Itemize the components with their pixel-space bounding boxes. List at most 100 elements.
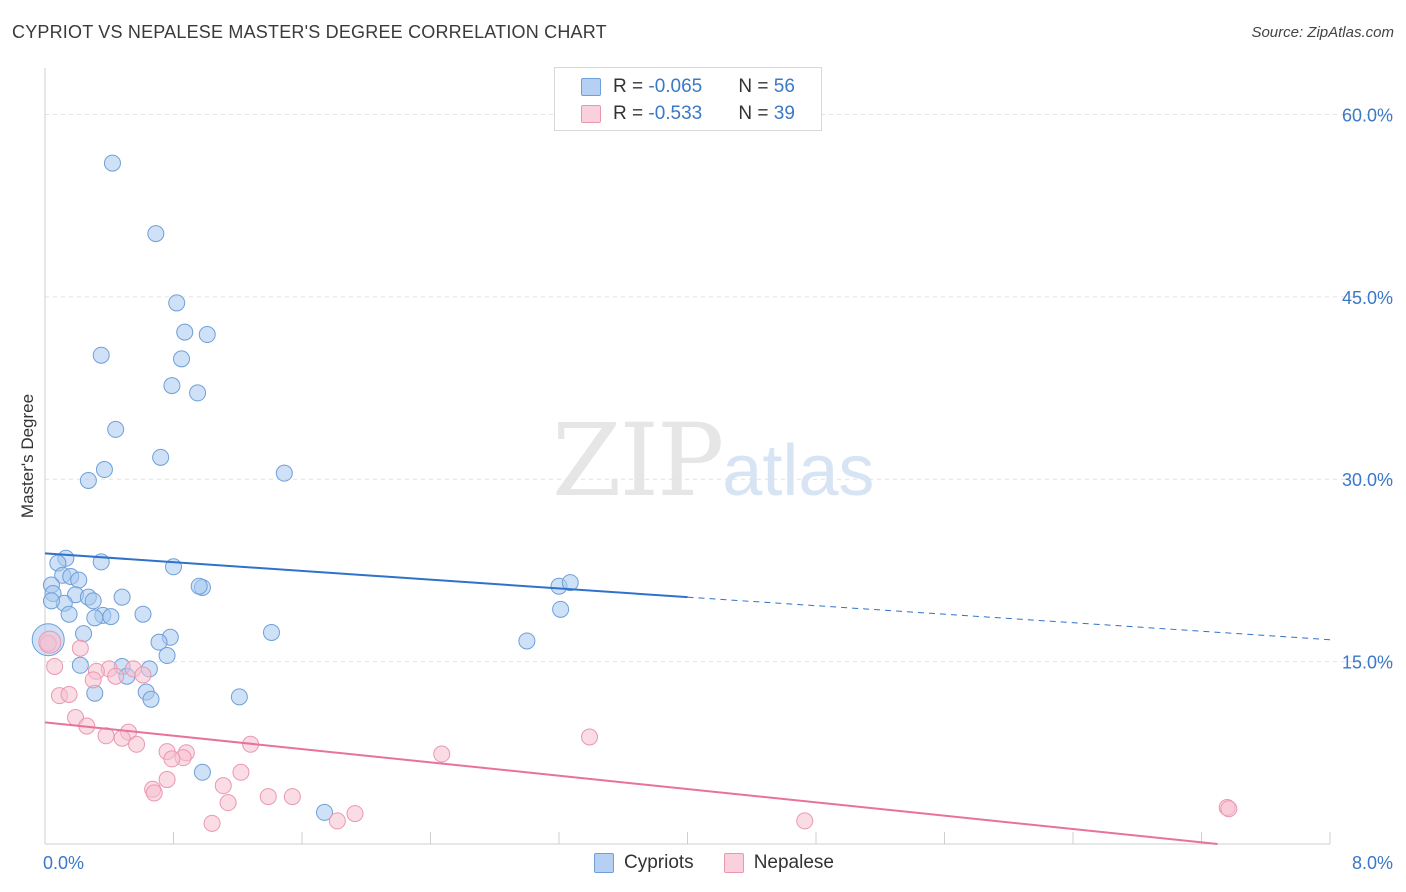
cypriots-point: [561, 574, 579, 592]
cypriots-point: [152, 448, 170, 466]
nepalese-point: [219, 794, 237, 812]
nepalese-point: [581, 728, 599, 746]
legend-label-cypriots: Cypriots: [624, 852, 694, 873]
cypriots-point: [79, 471, 97, 489]
cypriots-point: [95, 461, 113, 479]
legend-label-nepalese: Nepalese: [753, 852, 834, 873]
cypriots-trend-extension: [687, 596, 1331, 641]
cypriots-point: [168, 294, 186, 312]
cypriots-point: [103, 154, 121, 172]
cypriots-point: [189, 384, 207, 402]
cypriots-point: [75, 625, 93, 643]
r-label: R =: [613, 103, 649, 124]
cypriots-point: [60, 605, 78, 623]
nepalese-point: [107, 667, 125, 685]
cypriots-point: [230, 688, 248, 706]
legend-item-cypriots[interactable]: Cypriots: [594, 852, 694, 874]
cypriots-point: [193, 763, 211, 781]
y-tick-label: 45.0%: [1342, 288, 1393, 308]
nepalese-point: [346, 805, 364, 823]
cypriots-point: [92, 346, 110, 364]
nepalese-point: [283, 788, 301, 806]
nepalese-point: [328, 812, 346, 830]
legend-item-nepalese[interactable]: Nepalese: [723, 852, 834, 874]
x-tick-label-min: 0.0%: [43, 853, 84, 873]
gridlines: [45, 113, 1395, 663]
cypriots-point: [158, 647, 176, 665]
nepalese-point: [158, 771, 176, 789]
correlation-legend: R = -0.065 N = 56 R = -0.533 N = 39: [554, 67, 822, 131]
nepalese-point: [163, 750, 181, 768]
cypriots-point: [42, 592, 60, 610]
cypriots-legend-swatch: [594, 853, 614, 873]
r-value: -0.533: [648, 103, 703, 124]
cypriots-point: [113, 588, 131, 606]
nepalese-point: [134, 666, 152, 684]
cypriots-points: [31, 154, 579, 821]
cypriots-point: [134, 605, 152, 623]
nepalese-point: [259, 788, 277, 806]
nepalese-point: [38, 630, 62, 654]
legend-row-cypriots: R = -0.065 N = 56: [581, 75, 795, 99]
nepalese-point: [84, 671, 102, 689]
nepalese-point: [203, 814, 221, 832]
nepalese-trend-line: [44, 721, 1218, 845]
cypriots-point: [70, 571, 88, 589]
cypriots-point: [86, 609, 104, 627]
cypriots-point: [173, 350, 191, 368]
cypriots-trend-line: [44, 552, 688, 599]
legend-row-nepalese: R = -0.533 N = 39: [581, 102, 795, 126]
cypriots-point: [552, 600, 570, 618]
chart-title: CYPRIOT VS NEPALESE MASTER'S DEGREE CORR…: [12, 22, 607, 42]
r-value: -0.065: [648, 76, 703, 97]
cypriots-point: [150, 633, 168, 651]
nepalese-point: [214, 777, 232, 795]
cypriots-point: [71, 656, 89, 674]
cypriots-point: [84, 592, 102, 610]
nepalese-point: [796, 812, 814, 830]
cypriots-point: [518, 632, 536, 650]
cypriots-point: [163, 377, 181, 395]
series-legend: Cypriots Nepalese: [594, 852, 864, 874]
axes: [44, 68, 1331, 845]
y-tick-label: 15.0%: [1342, 653, 1393, 673]
cypriots-point: [176, 323, 194, 341]
nepalese-swatch: [581, 105, 601, 123]
n-value: 56: [773, 76, 795, 97]
y-tick-label: 60.0%: [1342, 105, 1393, 125]
x-tick-label-max: 8.0%: [1352, 853, 1393, 873]
nepalese-point: [128, 735, 146, 753]
n-label: N =: [738, 76, 774, 97]
cypriots-point: [198, 326, 216, 344]
cypriots-point: [275, 464, 293, 482]
watermark: ZIPatlas: [552, 402, 874, 519]
nepalese-point: [145, 784, 163, 802]
nepalese-point: [46, 657, 64, 675]
nepalese-point: [1220, 800, 1238, 818]
cypriots-swatch: [581, 78, 601, 96]
cypriots-point: [142, 690, 160, 708]
source-credit: Source: ZipAtlas.com: [1251, 24, 1394, 41]
nepalese-points: [38, 630, 1238, 832]
cypriots-point: [315, 803, 333, 821]
n-value: 39: [773, 103, 795, 124]
nepalese-point: [433, 745, 451, 763]
trend-lines: [44, 552, 1331, 845]
nepalese-point: [232, 763, 250, 781]
cypriots-point: [107, 420, 125, 438]
cypriots-point: [190, 577, 208, 595]
r-label: R =: [613, 76, 649, 97]
nepalese-point: [113, 729, 131, 747]
cypriots-point: [147, 225, 165, 243]
watermark-zip: ZIP: [552, 402, 724, 519]
watermark-atlas: atlas: [722, 431, 875, 511]
nepalese-point: [71, 639, 89, 657]
tick-labels: 15.0% 30.0% 45.0% 60.0% 0.0% 8.0%: [43, 105, 1393, 873]
nepalese-point: [60, 685, 78, 703]
nepalese-legend-swatch: [723, 853, 744, 873]
cypriots-point: [262, 623, 280, 641]
n-label: N =: [738, 103, 774, 124]
cypriots-point: [102, 608, 120, 626]
y-tick-label: 30.0%: [1342, 470, 1393, 490]
